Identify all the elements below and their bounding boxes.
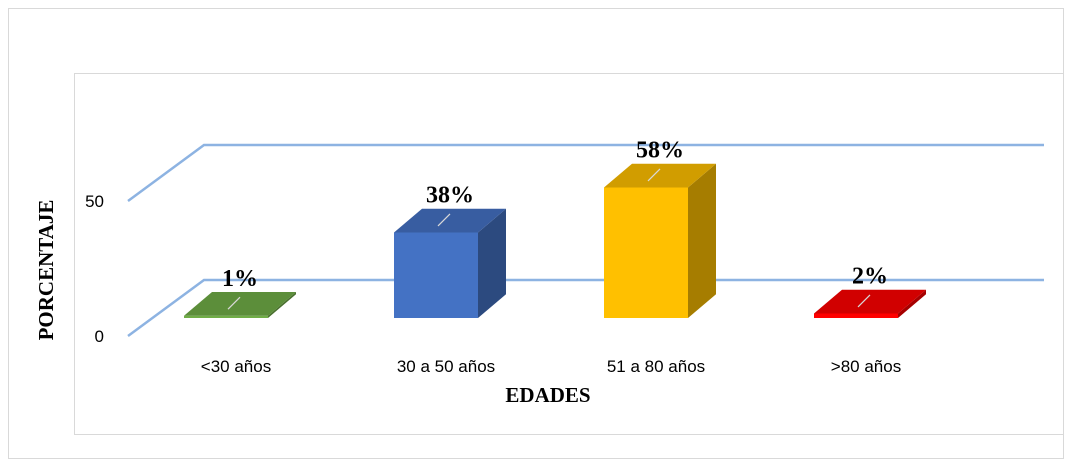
bar-1: [394, 208, 506, 318]
bar-side: [268, 291, 296, 318]
x-category-label: <30 años: [201, 357, 271, 376]
data-label: 58%: [636, 138, 684, 164]
data-label: 38%: [426, 183, 474, 209]
bar-front: [604, 187, 688, 318]
bar-top: [394, 208, 506, 233]
x-category-label: 51 a 80 años: [607, 357, 705, 376]
data-labels: 1% 38% 58% 2%: [222, 138, 888, 310]
gridline-0: [127, 278, 1044, 338]
bar-2: [604, 163, 716, 318]
gridlines: [127, 143, 1044, 338]
bar-top: [604, 163, 716, 188]
x-category-label: 30 a 50 años: [397, 357, 495, 376]
label-leader-line: [647, 168, 661, 182]
data-label: 1%: [222, 266, 258, 292]
x-axis-title: EDADES: [505, 383, 590, 407]
bar-top: [814, 289, 926, 314]
bar-top: [184, 291, 296, 316]
bar-3: [814, 289, 926, 318]
y-tick-label: 50: [85, 192, 104, 211]
y-axis-title: PORCENTAJE: [34, 200, 58, 341]
plot-area: [74, 73, 1064, 435]
bar-side: [898, 289, 926, 318]
bar-side: [688, 163, 716, 318]
bar-0: [184, 291, 296, 318]
y-tick-label: 0: [95, 327, 104, 346]
bar-front: [814, 313, 898, 318]
gridline-50: [127, 143, 1044, 203]
label-leader-line: [857, 294, 871, 308]
x-axis-categories: <30 años 30 a 50 años 51 a 80 años >80 años: [201, 357, 901, 376]
x-category-label: >80 años: [831, 357, 901, 376]
label-leader-line: [437, 213, 451, 227]
bar-front: [394, 232, 478, 318]
bar-side: [478, 208, 506, 318]
label-leader-line: [227, 296, 241, 310]
y-axis-ticks: 0 50: [85, 192, 104, 346]
data-label: 2%: [852, 264, 888, 290]
bar-front: [184, 315, 268, 318]
bars: [184, 163, 926, 318]
